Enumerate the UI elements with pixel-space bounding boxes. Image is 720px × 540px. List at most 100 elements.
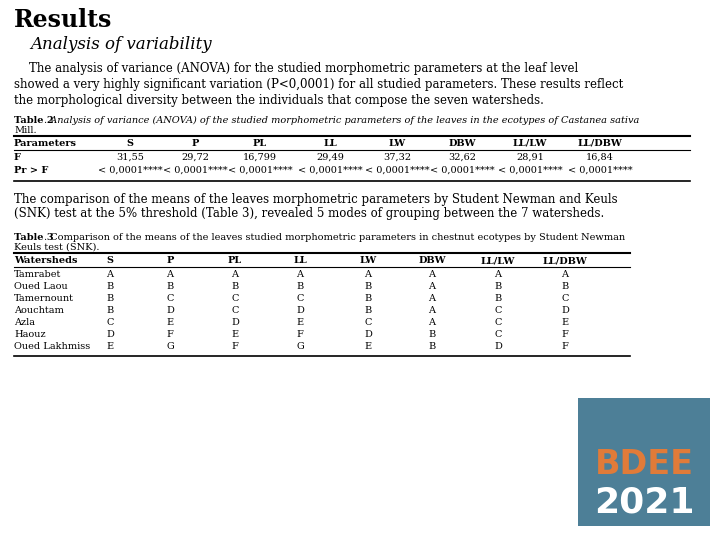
Text: C: C [231, 306, 239, 315]
Text: F: F [297, 330, 303, 339]
Text: Haouz: Haouz [14, 330, 45, 339]
Text: Azla: Azla [14, 318, 35, 327]
Text: < 0,0001****: < 0,0001**** [567, 166, 632, 175]
Text: D: D [296, 306, 304, 315]
Text: F: F [562, 330, 568, 339]
Text: LW: LW [359, 256, 377, 265]
Text: 16,799: 16,799 [243, 153, 277, 162]
Text: Keuls test (SNK).: Keuls test (SNK). [14, 243, 99, 252]
Text: B: B [428, 330, 436, 339]
Text: D: D [494, 342, 502, 351]
Text: Table 3: Table 3 [14, 233, 53, 242]
Text: D: D [364, 330, 372, 339]
Text: PL: PL [228, 256, 242, 265]
Text: C: C [495, 318, 502, 327]
Text: E: E [297, 318, 304, 327]
Text: A: A [428, 294, 436, 303]
Text: BDEE: BDEE [595, 448, 693, 481]
Text: S: S [107, 256, 114, 265]
Text: < 0,0001****: < 0,0001**** [498, 166, 562, 175]
Text: LL: LL [323, 139, 337, 148]
Text: A: A [364, 270, 372, 279]
Text: . Comparison of the means of the leaves studied morphometric parameters in chest: . Comparison of the means of the leaves … [44, 233, 625, 242]
Text: B: B [495, 282, 502, 291]
Text: F: F [232, 342, 238, 351]
Text: 28,91: 28,91 [516, 153, 544, 162]
Text: 32,62: 32,62 [448, 153, 476, 162]
Text: D: D [106, 330, 114, 339]
Text: The comparison of the means of the leaves morphometric parameters by Student New: The comparison of the means of the leave… [14, 193, 618, 206]
Text: A: A [428, 318, 436, 327]
Text: DBW: DBW [418, 256, 446, 265]
Text: < 0,0001****: < 0,0001**** [430, 166, 495, 175]
Text: F: F [14, 153, 21, 162]
Text: B: B [107, 282, 114, 291]
Text: A: A [428, 282, 436, 291]
Text: A: A [562, 270, 569, 279]
Text: E: E [231, 330, 238, 339]
Text: D: D [231, 318, 239, 327]
Text: B: B [364, 294, 372, 303]
Text: DBW: DBW [448, 139, 476, 148]
Text: A: A [428, 270, 436, 279]
Text: G: G [296, 342, 304, 351]
Text: < 0,0001****: < 0,0001**** [98, 166, 162, 175]
FancyBboxPatch shape [578, 398, 710, 526]
Text: S: S [127, 139, 133, 148]
Text: G: G [166, 342, 174, 351]
Text: < 0,0001****: < 0,0001**** [163, 166, 228, 175]
Text: B: B [428, 342, 436, 351]
Text: (SNK) test at the 5% threshold (Table 3), revealed 5 modes of grouping between t: (SNK) test at the 5% threshold (Table 3)… [14, 207, 604, 220]
Text: Analysis of variability: Analysis of variability [30, 36, 212, 53]
Text: B: B [364, 282, 372, 291]
Text: LL/DBW: LL/DBW [577, 139, 622, 148]
Text: B: B [297, 282, 304, 291]
Text: D: D [166, 306, 174, 315]
Text: . Analysis of variance (ANOVA) of the studied morphometric parameters of the lea: . Analysis of variance (ANOVA) of the st… [44, 116, 639, 125]
Text: < 0,0001****: < 0,0001**** [365, 166, 429, 175]
Text: C: C [495, 330, 502, 339]
Text: the morphological diversity between the individuals that compose the seven water: the morphological diversity between the … [14, 94, 544, 107]
Text: C: C [364, 318, 372, 327]
Text: The analysis of variance (ANOVA) for the studied morphometric parameters at the : The analysis of variance (ANOVA) for the… [14, 62, 578, 75]
Text: 29,72: 29,72 [181, 153, 209, 162]
Text: Aouchtam: Aouchtam [14, 306, 64, 315]
Text: LL/LW: LL/LW [513, 139, 547, 148]
Text: C: C [495, 306, 502, 315]
Text: LL/LW: LL/LW [481, 256, 516, 265]
Text: C: C [297, 294, 304, 303]
Text: 29,49: 29,49 [316, 153, 344, 162]
Text: < 0,0001****: < 0,0001**** [297, 166, 362, 175]
Text: E: E [166, 318, 174, 327]
Text: Pr > F: Pr > F [14, 166, 48, 175]
Text: C: C [231, 294, 239, 303]
Text: LW: LW [388, 139, 405, 148]
Text: 16,84: 16,84 [586, 153, 614, 162]
Text: Table 2: Table 2 [14, 116, 53, 125]
Text: B: B [562, 282, 569, 291]
Text: A: A [166, 270, 174, 279]
Text: A: A [107, 270, 114, 279]
Text: Tamernount: Tamernount [14, 294, 74, 303]
Text: P: P [192, 139, 199, 148]
Text: F: F [166, 330, 174, 339]
Text: Oued Laou: Oued Laou [14, 282, 68, 291]
Text: A: A [297, 270, 304, 279]
Text: C: C [107, 318, 114, 327]
Text: C: C [562, 294, 569, 303]
Text: showed a very highly significant variation (P<0,0001) for all studied parameters: showed a very highly significant variati… [14, 78, 624, 91]
Text: P: P [166, 256, 174, 265]
Text: B: B [231, 282, 238, 291]
Text: A: A [428, 306, 436, 315]
Text: Tamrabet: Tamrabet [14, 270, 61, 279]
Text: PL: PL [253, 139, 267, 148]
Text: Mill.: Mill. [14, 126, 37, 135]
Text: Results: Results [14, 8, 112, 32]
Text: A: A [495, 270, 502, 279]
Text: Oued Lakhmiss: Oued Lakhmiss [14, 342, 90, 351]
Text: Watersheds: Watersheds [14, 256, 78, 265]
Text: B: B [364, 306, 372, 315]
Text: B: B [107, 294, 114, 303]
Text: B: B [166, 282, 174, 291]
Text: B: B [495, 294, 502, 303]
